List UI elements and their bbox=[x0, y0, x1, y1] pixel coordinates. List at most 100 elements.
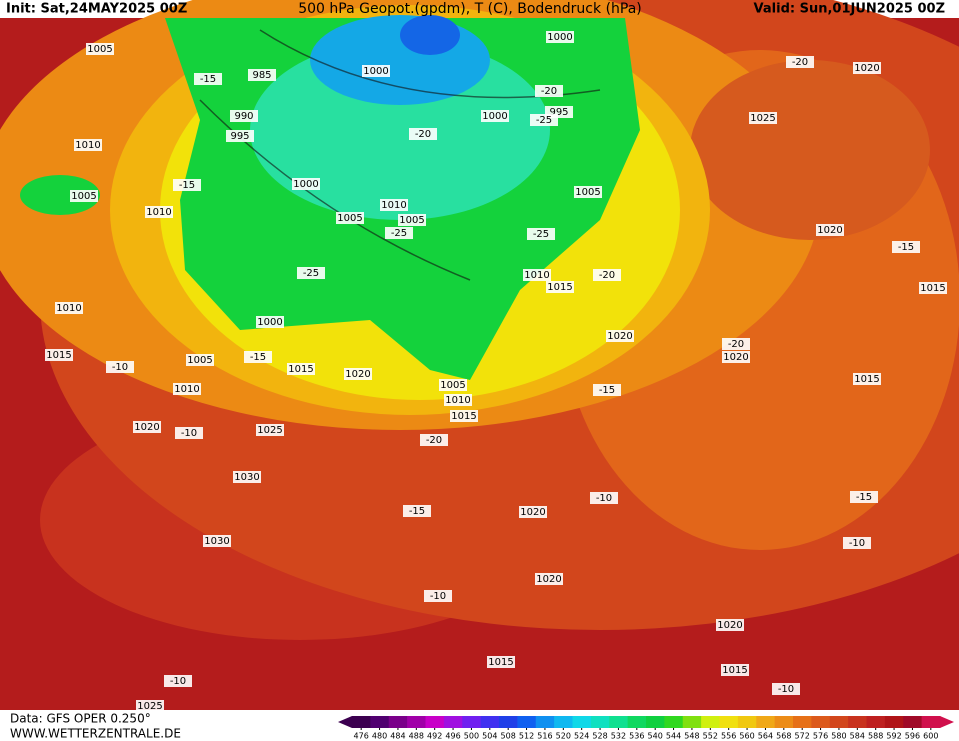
label-box bbox=[606, 330, 634, 342]
label-box bbox=[444, 394, 472, 406]
isoline-label: 1010 bbox=[75, 140, 100, 151]
label-box bbox=[530, 114, 558, 126]
label-box bbox=[546, 31, 574, 43]
colorbar-swatch bbox=[443, 716, 463, 728]
colorbar-swatch bbox=[921, 716, 941, 728]
isoline-label: 1025 bbox=[257, 425, 282, 436]
isoline-label: 1015 bbox=[488, 657, 513, 668]
isoline-label: -20 bbox=[599, 270, 615, 281]
isoline-label: -15 bbox=[200, 74, 216, 85]
label-box bbox=[173, 383, 201, 395]
label-box bbox=[74, 139, 102, 151]
colorbar-swatch bbox=[737, 716, 757, 728]
colorbar-swatch bbox=[462, 716, 482, 728]
label-box bbox=[344, 368, 372, 380]
colorbar-tick-label: 540 bbox=[648, 732, 663, 741]
label-box bbox=[816, 224, 844, 236]
data-source: Data: GFS OPER 0.250° bbox=[10, 712, 151, 726]
isoline-label: 1010 bbox=[56, 303, 81, 314]
colorbar-swatch bbox=[829, 716, 849, 728]
isoline-label: -10 bbox=[849, 538, 865, 549]
label-box bbox=[194, 73, 222, 85]
colorbar-tick-label: 508 bbox=[501, 732, 516, 741]
label-box bbox=[173, 179, 201, 191]
isoline-label: 1005 bbox=[87, 44, 112, 55]
label-box bbox=[230, 110, 258, 122]
label-box bbox=[535, 85, 563, 97]
label-box bbox=[420, 434, 448, 446]
label-box bbox=[136, 700, 164, 712]
colorbar-tick-label: 516 bbox=[537, 732, 552, 741]
colorbar-tick-label: 600 bbox=[923, 732, 938, 741]
isoline-label: 1000 bbox=[257, 317, 282, 328]
label-box bbox=[203, 535, 231, 547]
isoline-label: 1005 bbox=[187, 355, 212, 366]
isoline-label: 1010 bbox=[524, 270, 549, 281]
colorbar-tick-label: 548 bbox=[684, 732, 699, 741]
label-box bbox=[55, 302, 83, 314]
label-box bbox=[722, 351, 750, 363]
label-box bbox=[523, 269, 551, 281]
label-box bbox=[535, 573, 563, 585]
label-box bbox=[175, 427, 203, 439]
label-box bbox=[336, 212, 364, 224]
isoline-label: -15 bbox=[179, 180, 195, 191]
colorbar-swatch bbox=[590, 716, 610, 728]
colorbar-tick-label: 596 bbox=[905, 732, 920, 741]
colorbar-tick-label: 484 bbox=[390, 732, 405, 741]
colorbar-swatch bbox=[701, 716, 720, 728]
colorbar-arrow-right bbox=[940, 716, 954, 728]
label-box bbox=[362, 65, 390, 77]
isoline-label: 1020 bbox=[854, 63, 879, 74]
isoline-label: 1020 bbox=[717, 620, 742, 631]
label-box bbox=[892, 241, 920, 253]
isoline-label: 1015 bbox=[547, 282, 572, 293]
colorbar-tick-label: 512 bbox=[519, 732, 534, 741]
colorbar-tick-label: 564 bbox=[758, 732, 773, 741]
label-box bbox=[106, 361, 134, 373]
isoline-label: -20 bbox=[792, 57, 808, 68]
colorbar-tick-label: 544 bbox=[666, 732, 681, 741]
label-box bbox=[721, 664, 749, 676]
isoline-label: -25 bbox=[303, 268, 319, 279]
isoline-label: 1020 bbox=[520, 507, 545, 518]
label-box bbox=[850, 491, 878, 503]
isoline-label: -25 bbox=[536, 115, 552, 126]
isoline-label: 1015 bbox=[46, 350, 71, 361]
label-box bbox=[590, 492, 618, 504]
init-time: Init: Sat,24MAY2025 00Z bbox=[6, 2, 187, 17]
label-box bbox=[45, 349, 73, 361]
colorbar-swatch bbox=[884, 716, 904, 728]
colorbar-tick-label: 556 bbox=[721, 732, 736, 741]
isoline-label: 1005 bbox=[575, 187, 600, 198]
label-box bbox=[86, 43, 114, 55]
colorbar-tick-label: 592 bbox=[886, 732, 901, 741]
colorbar-swatch bbox=[664, 716, 684, 728]
label-box bbox=[481, 110, 509, 122]
colorbar-tick-label: 476 bbox=[354, 732, 369, 741]
isoline-label: -15 bbox=[898, 242, 914, 253]
label-box bbox=[256, 424, 284, 436]
colorbar-swatch bbox=[903, 716, 923, 728]
label-box bbox=[133, 421, 161, 433]
isoline-label: 1000 bbox=[547, 32, 572, 43]
colorbar-swatch bbox=[682, 716, 702, 728]
label-box bbox=[593, 384, 621, 396]
colorbar-swatch bbox=[609, 716, 629, 728]
isoline-label: 1000 bbox=[482, 111, 507, 122]
label-box bbox=[297, 267, 325, 279]
label-box bbox=[546, 281, 574, 293]
isoline-label: 1020 bbox=[345, 369, 370, 380]
label-box bbox=[398, 214, 426, 226]
colorbar-tick-label: 572 bbox=[795, 732, 810, 741]
colorbar-tick-label: 532 bbox=[611, 732, 626, 741]
colorbar-tick-label: 552 bbox=[703, 732, 718, 741]
isoline-label: 1005 bbox=[399, 215, 424, 226]
colorbar-swatch bbox=[756, 716, 776, 728]
colorbar-tick-label: 492 bbox=[427, 732, 442, 741]
label-box bbox=[786, 56, 814, 68]
label-box bbox=[403, 505, 431, 517]
colorbar-swatch bbox=[793, 716, 812, 728]
